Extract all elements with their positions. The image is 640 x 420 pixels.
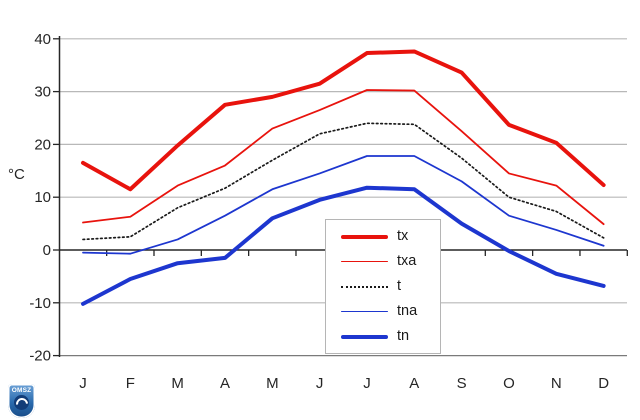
y-tick-label: 30 bbox=[34, 84, 51, 101]
y-tick-label: 0 bbox=[43, 242, 51, 259]
y-tick-label: 10 bbox=[34, 189, 51, 206]
series-line-txa bbox=[82, 89, 605, 226]
series-line-tn bbox=[81, 185, 606, 306]
omsz-swirl-icon bbox=[14, 395, 29, 410]
legend-item-txa: txa bbox=[341, 254, 440, 269]
legend-line-sample-tx bbox=[341, 234, 388, 239]
legend-label-tna: tna bbox=[397, 303, 418, 320]
legend-line-sample-tn bbox=[341, 334, 388, 339]
legend-label-txa: txa bbox=[397, 253, 417, 270]
omsz-logo-text: OMSZ bbox=[11, 387, 32, 394]
series-line-tna bbox=[82, 155, 605, 255]
series-line-tx bbox=[81, 49, 606, 192]
x-tick-label: D bbox=[598, 375, 609, 392]
y-tick-label: 20 bbox=[34, 136, 51, 153]
x-tick-label: M bbox=[171, 375, 184, 392]
legend-label-t: t bbox=[397, 278, 402, 295]
y-tick-label: -20 bbox=[29, 348, 51, 365]
x-tick-label: O bbox=[503, 375, 515, 392]
y-tick-label: 40 bbox=[34, 31, 51, 48]
y-axis-unit-label: °C bbox=[8, 166, 25, 183]
legend-item-t: t bbox=[341, 279, 440, 294]
legend-item-tna: tna bbox=[341, 304, 440, 319]
legend: tx txa t tna tn bbox=[325, 219, 441, 354]
x-tick-label: N bbox=[551, 375, 562, 392]
legend-item-tn: tn bbox=[341, 329, 440, 344]
legend-line-sample-tna bbox=[341, 310, 388, 313]
x-tick-label: J bbox=[363, 375, 371, 392]
legend-line-sample-t bbox=[341, 285, 388, 288]
x-tick-label: M bbox=[266, 375, 279, 392]
legend-label-tx: tx bbox=[397, 228, 409, 245]
x-tick-label: J bbox=[316, 375, 324, 392]
series-line-t bbox=[82, 122, 605, 241]
legend-label-tn: tn bbox=[397, 328, 410, 345]
y-tick-label: -10 bbox=[29, 295, 51, 312]
x-tick-label: J bbox=[79, 375, 87, 392]
legend-item-tx: tx bbox=[341, 229, 440, 244]
x-tick-label: F bbox=[126, 375, 135, 392]
x-tick-label: S bbox=[457, 375, 467, 392]
legend-line-sample-txa bbox=[341, 260, 388, 263]
x-tick-label: A bbox=[409, 375, 419, 392]
x-tick-label: A bbox=[220, 375, 230, 392]
omsz-logo: OMSZ bbox=[8, 384, 35, 418]
